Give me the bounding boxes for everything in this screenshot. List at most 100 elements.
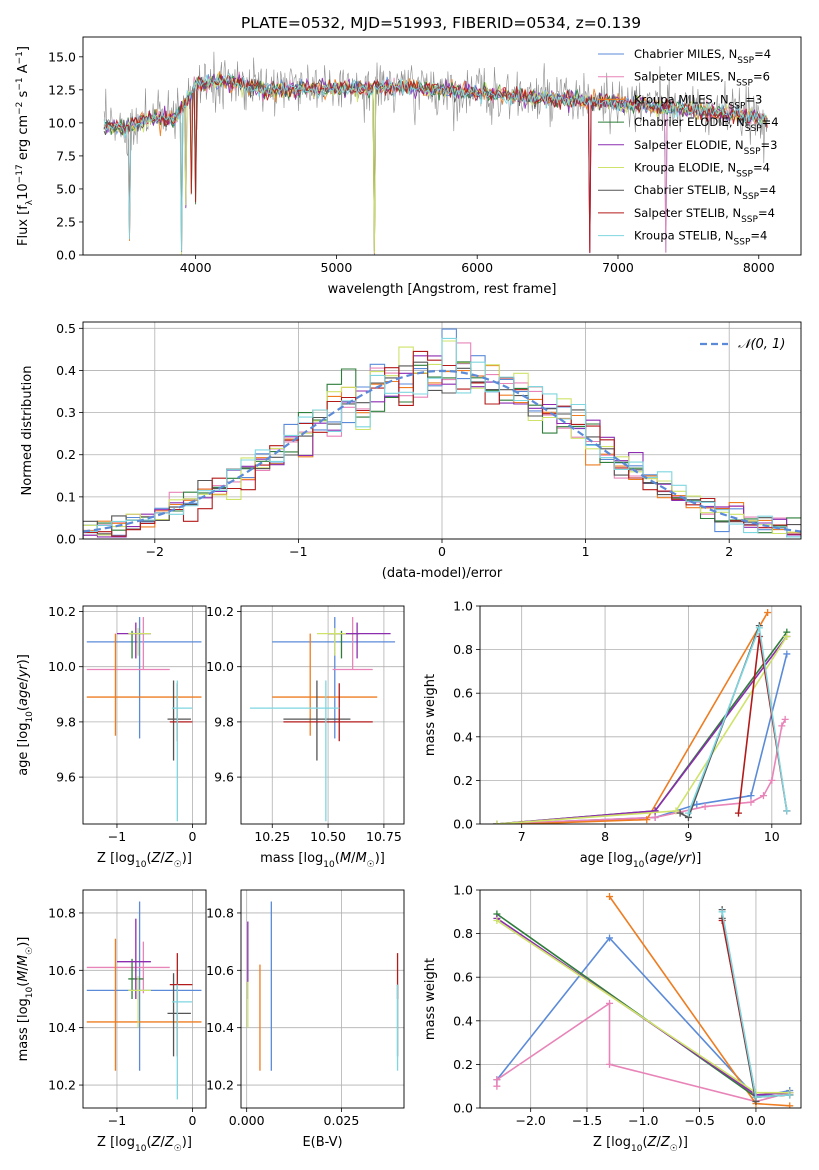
y-tick-label: 0.6 (453, 686, 473, 701)
x-axis-label: age [log10(age/yr)] (580, 851, 702, 870)
y-tick-label: 10.2 (206, 604, 234, 619)
y-tick-label: 0.8 (453, 926, 473, 941)
mass-vs-ebv-panel: 0.000 0.025 10.2 10.4 10.6 10.8 E(B-V) (206, 889, 405, 1150)
mass-vs-Z-panel: −1 0 10.2 10.4 10.6 10.8 Z [log10(Z/Z☉)] mass [… (16, 889, 207, 1154)
data-point-marker (493, 1082, 501, 1090)
y-tick-label: 9.8 (56, 714, 76, 729)
data-point-marker (747, 792, 755, 800)
data-point-marker (734, 809, 742, 817)
y-tick-label: 12.5 (48, 82, 76, 97)
y-tick-label: 0.2 (453, 773, 473, 788)
data-point-marker (684, 809, 692, 817)
y-tick-label: 0.3 (56, 405, 76, 420)
age-vs-Z-panel: −1 0 9.6 9.8 10.0 10.2 Z [log10(Z/Z☉)] age [log… (16, 604, 207, 870)
series-line-chabrier-miles (496, 653, 788, 824)
data-point-marker (701, 803, 709, 811)
y-tick-label: 0.5 (56, 321, 76, 336)
legend-label: Kroupa ELODIE, NSSP=4 (634, 161, 770, 180)
gaussian-curve (83, 369, 801, 533)
mass-weight-vs-age-plot-area (493, 609, 791, 824)
series-line-chabrier-stelib (679, 625, 761, 819)
data-point-marker (747, 798, 755, 806)
x-axis-label: wavelength [Angstrom, rest frame] (328, 282, 557, 297)
axes-frame (240, 889, 405, 1109)
y-tick-label: 0.8 (453, 642, 473, 657)
y-axis-label: mass weight (423, 674, 438, 756)
x-tick-label: −1 (108, 829, 126, 844)
y-tick-label: 10.8 (206, 905, 234, 920)
x-tick-label: 0 (438, 544, 446, 559)
data-point-marker (778, 722, 786, 730)
axes-frame (240, 605, 405, 825)
residuals-plot-area (83, 328, 801, 539)
data-point-marker (493, 1076, 501, 1084)
spectrum-panel: 4000 5000 6000 7000 8000 0.0 2.5 5.0 7.5 10.0 12.5… (15, 36, 802, 297)
age-vs-Z-plot-area (86, 617, 202, 822)
x-tick-label: −1 (108, 1113, 126, 1128)
age-vs-mass-plot-area (249, 617, 396, 822)
y-tick-label: 10.6 (206, 963, 234, 978)
mass-weight-vs-Z-plot-area (493, 893, 794, 1108)
y-tick-label: 0.1 (56, 489, 76, 504)
data-point-marker (783, 633, 791, 641)
y-tick-label: 0.0 (56, 248, 76, 263)
data-point-marker (786, 1102, 794, 1108)
y-tick-label: 9.6 (214, 770, 234, 785)
x-tick-label: 8000 (743, 260, 775, 275)
histogram-kroupa-stelib (83, 337, 801, 539)
y-tick-label: 10.0 (48, 115, 76, 130)
series-line-salpeter-elodie (496, 636, 788, 824)
y-tick-label: 0.4 (453, 729, 473, 744)
y-axis-label: mass weight (423, 958, 438, 1040)
data-point-marker (755, 633, 763, 641)
x-tick-label: 0.000 (229, 1113, 265, 1128)
y-tick-label: 9.8 (214, 714, 234, 729)
data-point-marker (693, 800, 701, 808)
x-tick-label: 5000 (321, 260, 353, 275)
data-point-marker (651, 813, 659, 821)
legend-label: Chabrier ELODIE, NSSP=4 (634, 115, 779, 134)
y-axis-label: Flux [fλ10−17 erg cm−2 s−1 A−1] (15, 46, 35, 246)
x-tick-label: 8 (601, 829, 609, 844)
x-tick-label: 0 (188, 1113, 196, 1128)
x-tick-label: 10.50 (310, 829, 346, 844)
y-tick-label: 9.6 (56, 770, 76, 785)
spectrum-model-kroupa-stelib (103, 72, 768, 252)
y-tick-label: 1.0 (453, 599, 473, 614)
data-point-marker (651, 807, 659, 815)
x-tick-label: 1 (582, 544, 590, 559)
y-tick-label: 10.0 (206, 659, 234, 674)
x-tick-label: 6000 (461, 260, 493, 275)
axes-frame (479, 889, 802, 1109)
data-point-marker (493, 917, 501, 925)
data-point-marker (676, 809, 684, 817)
x-tick-label: 2 (725, 544, 733, 559)
x-tick-label: 9 (684, 829, 692, 844)
y-tick-label: 0.0 (453, 1101, 473, 1116)
y-axis-label: Normed distribution (20, 366, 35, 496)
axes-frame (82, 36, 802, 256)
x-tick-label: 10.25 (254, 829, 290, 844)
axes-frame (82, 889, 207, 1109)
y-tick-label: 7.5 (56, 148, 76, 163)
x-tick-label: −2 (146, 544, 164, 559)
legend-label: Salpeter MILES, NSSP=6 (634, 70, 770, 89)
x-tick-label: 4000 (180, 260, 212, 275)
series-line-salpeter-miles (496, 719, 786, 824)
data-point-marker (768, 776, 776, 784)
x-tick-label: 0.025 (324, 1113, 360, 1128)
x-axis-label: Z [log10(Z/Z☉)] (593, 1135, 688, 1154)
mass-vs-ebv-plot-area (247, 901, 399, 1071)
y-tick-label: 10.4 (48, 1020, 76, 1035)
x-tick-label: 0.0 (746, 1113, 766, 1128)
y-tick-label: 10.2 (206, 1078, 234, 1093)
y-tick-label: 10.2 (48, 1078, 76, 1093)
legend-label: Kroupa MILES, NSSP=3 (634, 92, 762, 111)
y-tick-label: 10.2 (48, 604, 76, 619)
data-point-marker (781, 715, 789, 723)
axes-frame (479, 605, 802, 825)
data-point-marker (606, 999, 614, 1007)
data-point-marker (493, 820, 501, 824)
y-tick-label: 0.6 (453, 970, 473, 985)
